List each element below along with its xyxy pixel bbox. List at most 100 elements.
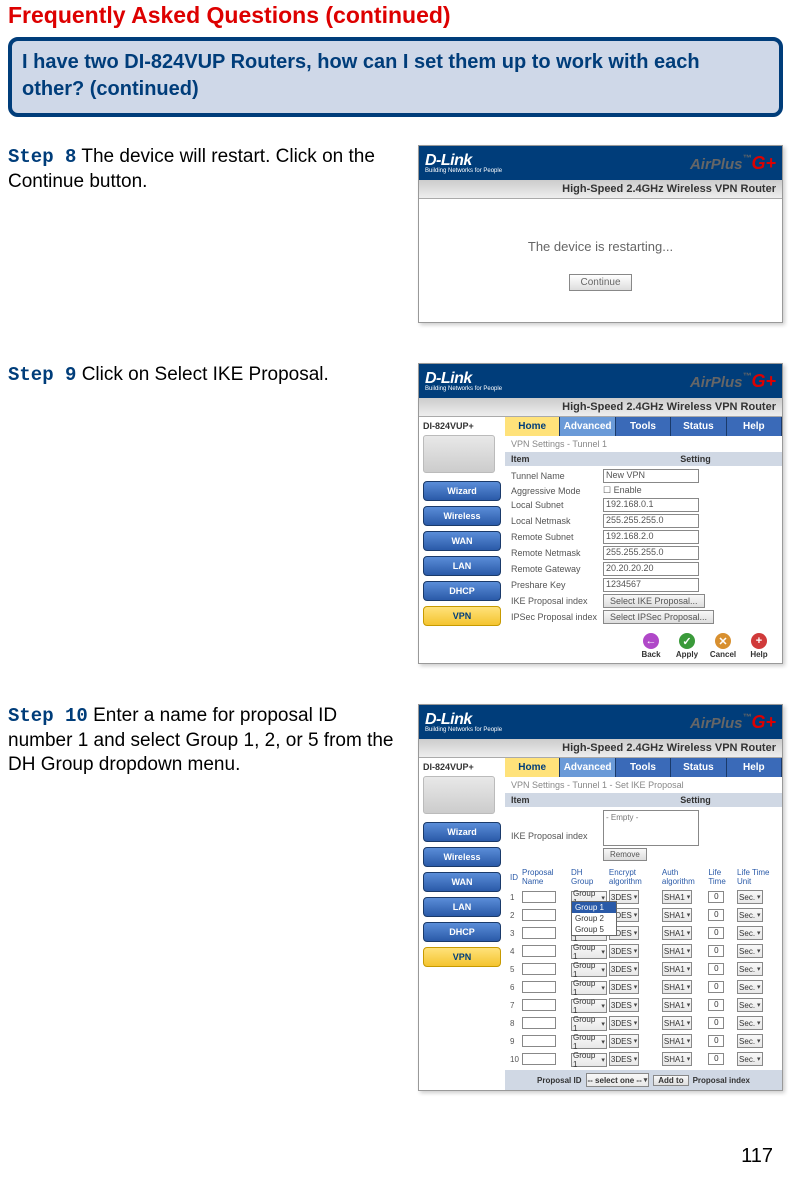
dh-group-select[interactable]: Group 1 <box>571 1017 607 1031</box>
proposal-id-select[interactable]: -- select one -- <box>586 1073 650 1087</box>
proposal-name-input[interactable] <box>522 945 556 957</box>
lifetime-unit-select[interactable]: Sec. <box>737 998 763 1012</box>
lifetime-input[interactable]: 0 <box>708 999 724 1011</box>
auth-select[interactable]: SHA1 <box>662 908 692 922</box>
help-button[interactable]: +Help <box>744 633 774 659</box>
sidebar-item-vpn[interactable]: VPN <box>423 606 501 626</box>
dropdown-option[interactable]: Group 2 <box>572 913 616 924</box>
tab-status[interactable]: Status <box>671 417 726 436</box>
lifetime-unit-select[interactable]: Sec. <box>737 962 763 976</box>
proposal-name-input[interactable] <box>522 1035 556 1047</box>
proposal-name-input[interactable] <box>522 1017 556 1029</box>
dh-group-select[interactable]: Group 1 <box>571 1053 607 1067</box>
lifetime-input[interactable]: 0 <box>708 981 724 993</box>
auth-select[interactable]: SHA1 <box>662 980 692 994</box>
sidebar-item-wireless[interactable]: Wireless <box>423 847 501 867</box>
ike-index-box[interactable]: - Empty - <box>603 810 699 846</box>
remove-button[interactable]: Remove <box>603 848 647 861</box>
enc-select[interactable]: 3DES <box>609 1052 639 1066</box>
lifetime-unit-select[interactable]: Sec. <box>737 944 763 958</box>
cancel-button[interactable]: ✕Cancel <box>708 633 738 659</box>
dropdown-option[interactable]: Group 5 <box>572 924 616 935</box>
table-row: 10Group 13DESSHA10Sec. <box>509 1050 778 1068</box>
dh-group-select[interactable]: Group 1 <box>571 981 607 995</box>
text-input[interactable]: 1234567 <box>603 578 699 592</box>
sidebar-item-lan[interactable]: LAN <box>423 556 501 576</box>
tab-status[interactable]: Status <box>671 758 726 777</box>
sidebar-item-dhcp[interactable]: DHCP <box>423 922 501 942</box>
lifetime-input[interactable]: 0 <box>708 1035 724 1047</box>
lifetime-input[interactable]: 0 <box>708 1017 724 1029</box>
sidebar-item-lan[interactable]: LAN <box>423 897 501 917</box>
text-input[interactable]: New VPN <box>603 469 699 483</box>
lifetime-unit-select[interactable]: Sec. <box>737 1016 763 1030</box>
auth-select[interactable]: SHA1 <box>662 1016 692 1030</box>
tab-help[interactable]: Help <box>727 758 782 777</box>
sidebar-item-wan[interactable]: WAN <box>423 531 501 551</box>
enc-select[interactable]: 3DES <box>609 962 639 976</box>
auth-select[interactable]: SHA1 <box>662 962 692 976</box>
dh-group-select[interactable]: Group 1 <box>571 945 607 959</box>
auth-select[interactable]: SHA1 <box>662 1034 692 1048</box>
auth-select[interactable]: SHA1 <box>662 926 692 940</box>
dh-group-dropdown[interactable]: Group 1Group 2Group 5 <box>571 901 617 936</box>
enc-select[interactable]: 3DES <box>609 1034 639 1048</box>
proposal-name-input[interactable] <box>522 927 556 939</box>
lifetime-unit-select[interactable]: Sec. <box>737 980 763 994</box>
auth-select[interactable]: SHA1 <box>662 998 692 1012</box>
dropdown-option[interactable]: Group 1 <box>572 902 616 913</box>
enc-select[interactable]: 3DES <box>609 980 639 994</box>
lifetime-input[interactable]: 0 <box>708 927 724 939</box>
enc-select[interactable]: 3DES <box>609 1016 639 1030</box>
lifetime-unit-select[interactable]: Sec. <box>737 890 763 904</box>
tab-tools[interactable]: Tools <box>616 758 671 777</box>
auth-select[interactable]: SHA1 <box>662 944 692 958</box>
back-button[interactable]: ←Back <box>636 633 666 659</box>
dh-group-select[interactable]: Group 1 <box>571 963 607 977</box>
enc-select[interactable]: 3DES <box>609 998 639 1012</box>
sidebar-item-vpn[interactable]: VPN <box>423 947 501 967</box>
text-input[interactable]: 255.255.255.0 <box>603 514 699 528</box>
apply-button[interactable]: ✓Apply <box>672 633 702 659</box>
tab-home[interactable]: Home <box>505 758 560 777</box>
lifetime-input[interactable]: 0 <box>708 909 724 921</box>
proposal-name-input[interactable] <box>522 909 556 921</box>
dh-group-select[interactable]: Group 1 <box>571 999 607 1013</box>
dh-group-select[interactable]: Group 1 <box>571 1035 607 1049</box>
lifetime-input[interactable]: 0 <box>708 1053 724 1065</box>
text-input[interactable]: 255.255.255.0 <box>603 546 699 560</box>
proposal-name-input[interactable] <box>522 999 556 1011</box>
tab-home[interactable]: Home <box>505 417 560 436</box>
lifetime-input[interactable]: 0 <box>708 963 724 975</box>
continue-button[interactable]: Continue <box>569 274 631 291</box>
enc-select[interactable]: 3DES <box>609 944 639 958</box>
tab-tools[interactable]: Tools <box>616 417 671 436</box>
tab-advanced[interactable]: Advanced <box>560 417 615 436</box>
sidebar-item-wan[interactable]: WAN <box>423 872 501 892</box>
checkbox[interactable]: ☐ Enable <box>603 485 642 495</box>
select-button[interactable]: Select IKE Proposal... <box>603 594 705 608</box>
lifetime-input[interactable]: 0 <box>708 945 724 957</box>
auth-select[interactable]: SHA1 <box>662 1052 692 1066</box>
lifetime-unit-select[interactable]: Sec. <box>737 1052 763 1066</box>
proposal-name-input[interactable] <box>522 1053 556 1065</box>
sidebar-item-wizard[interactable]: Wizard <box>423 481 501 501</box>
text-input[interactable]: 192.168.0.1 <box>603 498 699 512</box>
proposal-name-input[interactable] <box>522 963 556 975</box>
lifetime-unit-select[interactable]: Sec. <box>737 1034 763 1048</box>
sidebar-item-wizard[interactable]: Wizard <box>423 822 501 842</box>
tab-advanced[interactable]: Advanced <box>560 758 615 777</box>
lifetime-unit-select[interactable]: Sec. <box>737 926 763 940</box>
proposal-name-input[interactable] <box>522 981 556 993</box>
sidebar-item-wireless[interactable]: Wireless <box>423 506 501 526</box>
sidebar-item-dhcp[interactable]: DHCP <box>423 581 501 601</box>
proposal-name-input[interactable] <box>522 891 556 903</box>
text-input[interactable]: 20.20.20.20 <box>603 562 699 576</box>
lifetime-unit-select[interactable]: Sec. <box>737 908 763 922</box>
tab-help[interactable]: Help <box>727 417 782 436</box>
select-button[interactable]: Select IPSec Proposal... <box>603 610 714 624</box>
add-to-button[interactable]: Add to <box>653 1075 688 1086</box>
lifetime-input[interactable]: 0 <box>708 891 724 903</box>
text-input[interactable]: 192.168.2.0 <box>603 530 699 544</box>
auth-select[interactable]: SHA1 <box>662 890 692 904</box>
